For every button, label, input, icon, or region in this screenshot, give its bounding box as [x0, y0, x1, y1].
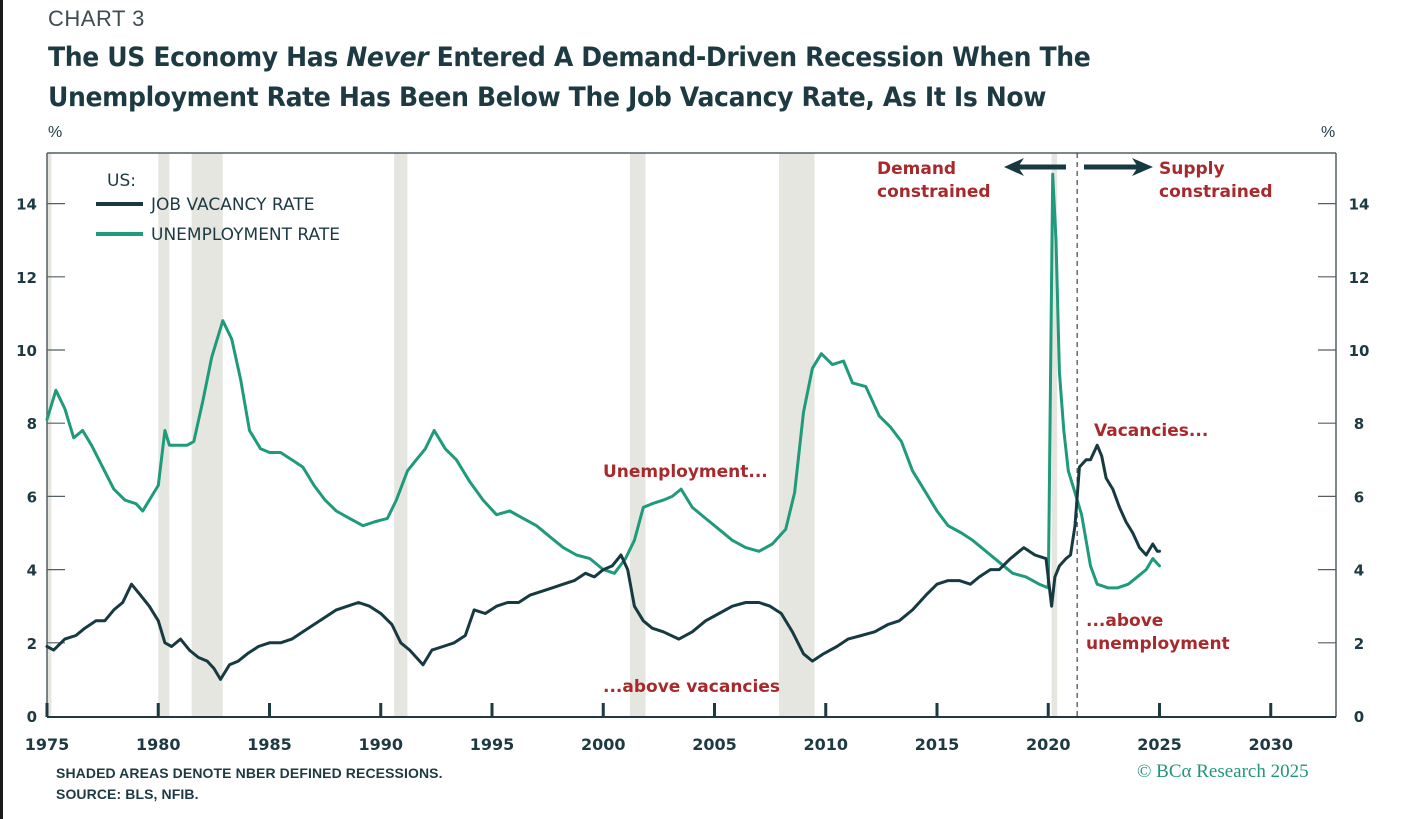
- x-tick-label: 1995: [470, 735, 515, 754]
- x-tick-label: 2005: [692, 735, 737, 754]
- y-tick-label-right: 6: [1354, 488, 1364, 506]
- footnote-source: SOURCE: BLS, NFIB.: [56, 786, 199, 802]
- recession-shade: [47, 153, 52, 717]
- legend-title: US:: [107, 171, 136, 191]
- left-axis-unit: %: [48, 124, 63, 141]
- copyright: © BCα Research 2025: [1137, 761, 1309, 782]
- series-lines: [45, 172, 1161, 681]
- y-tick-label-left: 2: [27, 635, 37, 653]
- recession-shade: [629, 153, 646, 717]
- annotation-above-1: ...above: [1086, 611, 1163, 631]
- recession-shade: [1051, 153, 1058, 717]
- x-tick-label: 2000: [581, 735, 626, 754]
- y-tick-label-right: 8: [1354, 415, 1364, 433]
- legend-label-unemployment: UNEMPLOYMENT RATE: [151, 225, 340, 245]
- series-line-job-vacancy: [45, 443, 1161, 681]
- y-tick-label-right: 0: [1354, 708, 1364, 726]
- y-tick-label-left: 6: [27, 488, 37, 506]
- footnote-recessions: SHADED AREAS DENOTE NBER DEFINED RECESSI…: [56, 765, 443, 781]
- x-tick-label: 1980: [136, 735, 181, 754]
- y-tick-label-right: 14: [1349, 196, 1370, 214]
- x-tick-label: 2015: [915, 735, 960, 754]
- annotation-above-vacancies: ...above vacancies: [603, 677, 780, 697]
- arrow-right-icon: [1084, 158, 1153, 176]
- y-tick-label-left: 14: [16, 196, 37, 214]
- annotation-above-2: unemployment: [1086, 634, 1230, 654]
- x-tick-label: 1990: [358, 735, 403, 754]
- y-tick-label-left: 12: [16, 269, 37, 287]
- title-text-1: The US Economy Has: [48, 42, 347, 73]
- y-tick-label-right: 10: [1349, 342, 1370, 360]
- left-edge-bar: [0, 0, 3, 819]
- title-text-2: Entered A Demand-Driven Recession When T…: [48, 42, 1091, 113]
- y-tick-label-left: 10: [16, 342, 37, 360]
- y-tick-label-left: 0: [27, 708, 37, 726]
- arrow-left-icon: [1004, 158, 1066, 176]
- recession-shade: [394, 153, 408, 717]
- right-axis-unit: %: [1321, 124, 1336, 141]
- x-tick-label: 1975: [25, 735, 70, 754]
- annotation-supply-2: constrained: [1159, 182, 1273, 202]
- series-line-unemployment: [45, 172, 1161, 590]
- recession-shade: [191, 153, 223, 717]
- x-tick-label: 2030: [1248, 735, 1293, 754]
- annotation-vacancies-lead: Vacancies...: [1094, 421, 1208, 441]
- recession-shade: [779, 153, 815, 717]
- y-tick-label-right: 2: [1354, 635, 1364, 653]
- annotation-supply-1: Supply: [1159, 159, 1225, 179]
- chart-title: The US Economy Has Never Entered A Deman…: [48, 38, 1285, 118]
- x-tick-label: 2010: [803, 735, 848, 754]
- annotation-demand-2: constrained: [877, 182, 991, 202]
- annotations: Demand constrained Supply constrained Un…: [603, 158, 1273, 697]
- x-tick-label: 1985: [247, 735, 292, 754]
- y-tick-label-left: 4: [27, 562, 37, 580]
- y-tick-label-left: 8: [27, 415, 37, 433]
- x-tick-label: 2025: [1137, 735, 1182, 754]
- chart-number-label: CHART 3: [48, 6, 145, 31]
- recession-shades: [47, 153, 1058, 717]
- x-tick-label: 2020: [1026, 735, 1071, 754]
- annotation-demand-1: Demand: [877, 159, 956, 179]
- legend-label-vacancy: JOB VACANCY RATE: [150, 195, 314, 215]
- y-tick-label-right: 12: [1349, 269, 1370, 287]
- title-emphasis: Never: [346, 42, 429, 73]
- legend: US: JOB VACANCY RATE UNEMPLOYMENT RATE: [96, 171, 340, 245]
- axes: 0 0 2 2 4 4 6 6 8 8 10 10 12 12 14 14 1975 1980 1985 1990 19…: [16, 152, 1370, 754]
- y-tick-label-right: 4: [1354, 562, 1364, 580]
- annotation-unemployment-lead: Unemployment...: [603, 462, 768, 482]
